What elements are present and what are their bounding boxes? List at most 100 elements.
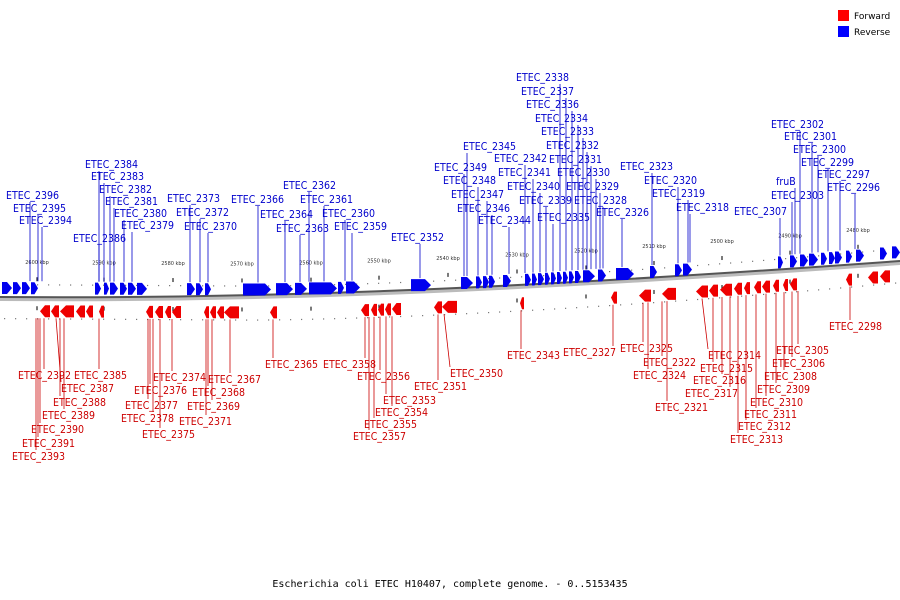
track-dot (730, 262, 732, 264)
gene-label: ETEC_2367 (208, 374, 261, 386)
track-dot (378, 282, 380, 284)
reverse-gene-arrow (835, 251, 842, 264)
track-dot (400, 315, 402, 318)
track-dot (70, 284, 72, 286)
track-dot (455, 313, 457, 315)
reverse-gene-arrow (829, 252, 835, 265)
track-dot (103, 318, 105, 320)
gene-label: ETEC_2316 (693, 375, 746, 387)
reverse-gene-arrow (551, 272, 556, 285)
legend-reverse-swatch (838, 26, 849, 37)
gene-label: ETEC_2370 (184, 221, 237, 233)
gene-label: ETEC_2338 (516, 72, 569, 84)
reverse-gene-arrow (525, 273, 531, 286)
gene-label: ETEC_2321 (655, 402, 708, 414)
track-dot (785, 258, 787, 260)
reverse-gene-arrow (575, 270, 581, 283)
track-dot (70, 318, 72, 320)
gene-label: ETEC_2319 (652, 188, 705, 200)
track-dot (873, 284, 875, 286)
scale-tick-label: 2550 kbp (367, 259, 391, 265)
track-dot (796, 257, 798, 259)
gene-label: ETEC_2301 (784, 131, 837, 143)
leader-line (443, 314, 451, 368)
track-dot (499, 277, 501, 279)
track-dot (807, 290, 809, 292)
track-dot (774, 292, 776, 295)
forward-gene-arrow (224, 306, 239, 319)
gene-label: ETEC_2378 (121, 413, 174, 425)
reverse-gene-arrow (110, 282, 118, 295)
track-dot (279, 319, 281, 321)
gene-label: ETEC_2341 (498, 167, 551, 179)
forward-gene-arrow (172, 306, 181, 319)
track-dot (433, 314, 435, 316)
forward-gene-arrow (442, 300, 457, 313)
reverse-gene-arrow (338, 281, 344, 294)
forward-gene-arrow (392, 303, 401, 316)
track-dot (202, 285, 204, 287)
forward-gene-arrow (378, 303, 384, 316)
gene-label: ETEC_2298 (829, 321, 882, 333)
reverse-gene-arrow (557, 272, 562, 285)
gene-label: ETEC_2381 (105, 196, 158, 208)
track-dot (37, 284, 39, 286)
track-dot (532, 309, 534, 311)
gene-label: ETEC_2362 (283, 180, 336, 192)
backbone (0, 260, 900, 302)
reverse-gene-arrow (583, 270, 595, 283)
gene-label: ETEC_2314 (708, 350, 761, 362)
reverse-gene-arrow (2, 282, 12, 295)
track-dot (422, 315, 424, 317)
gene-label: ETEC_2363 (276, 223, 329, 235)
forward-gene-arrow (86, 305, 93, 318)
track-dot (180, 285, 182, 287)
reverse-gene-arrow (13, 282, 21, 295)
track-dot (268, 319, 270, 321)
track-dot (312, 318, 314, 320)
gene-label: ETEC_2357 (353, 431, 406, 443)
gene-label: ETEC_2364 (260, 209, 313, 221)
gene-label: ETEC_2347 (451, 189, 504, 201)
reverse-gene-arrow (483, 276, 489, 289)
track-dot (884, 283, 886, 285)
track-dot (510, 276, 512, 279)
reverse-gene-arrow (22, 282, 30, 295)
forward-gene-arrow (734, 282, 742, 295)
gene-label: ETEC_2313 (730, 434, 783, 446)
track-dot (829, 288, 831, 290)
gene-label: ETEC_2305 (776, 345, 829, 357)
gene-label: ETEC_2329 (566, 181, 619, 193)
track-dot (367, 283, 369, 285)
forward-gene-arrow (868, 271, 878, 284)
gene-label: ETEC_2324 (633, 370, 686, 382)
reverse-gene-arrow (809, 253, 818, 266)
track-dot (565, 307, 567, 309)
gene-label: ETEC_2346 (457, 203, 510, 215)
track-dot (147, 284, 149, 287)
track-dot (741, 261, 743, 263)
track-dot (543, 275, 545, 277)
reverse-gene-arrow (821, 252, 827, 265)
forward-gene-arrow (696, 285, 708, 298)
track-dot (290, 285, 292, 287)
gene-label: ETEC_2376 (134, 385, 187, 397)
track-dot (609, 270, 611, 273)
track-dot (631, 269, 633, 271)
reverse-gene-arrow (598, 269, 606, 282)
track-dot (224, 319, 226, 321)
track-dot (15, 318, 17, 320)
track-dot (26, 318, 28, 320)
gene-label: ETEC_2373 (167, 193, 220, 205)
track-dot (235, 285, 237, 287)
forward-gene-arrow (846, 273, 852, 286)
reverse-gene-arrow (683, 263, 692, 276)
track-dot (103, 284, 105, 286)
track-dot (323, 318, 325, 320)
reverse-gene-arrow (532, 273, 537, 286)
forward-gene-arrow (773, 279, 779, 292)
forward-gene-arrow (744, 282, 750, 295)
reverse-gene-arrow (538, 273, 544, 286)
track-dot (631, 303, 633, 305)
forward-gene-arrow (639, 289, 651, 302)
